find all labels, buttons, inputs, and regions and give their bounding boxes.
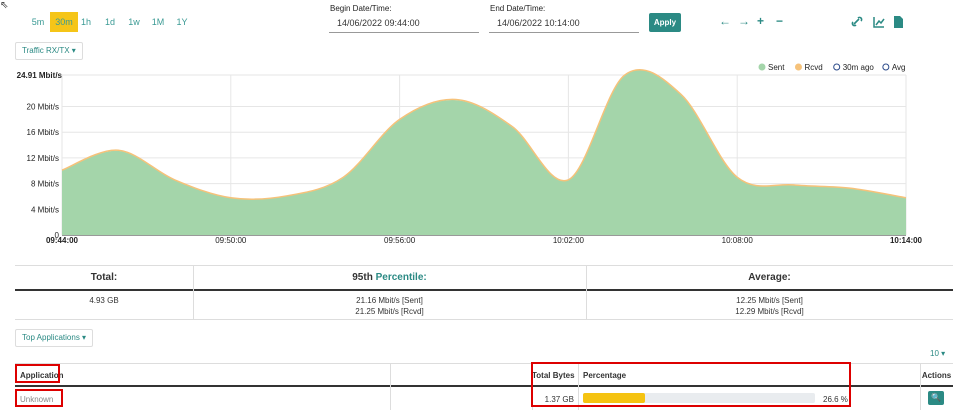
end-input[interactable]: 14/06/2022 10:14:00 (489, 15, 639, 33)
apply-button[interactable]: Apply (649, 13, 681, 32)
x-tick-label: 10:08:00 (722, 236, 754, 245)
y-tick-label: 24.91 Mbit/s (17, 71, 63, 80)
chart: 0 4 Mbit/s 8 Mbit/s 12 Mbit/s 16 Mbit/s 20 Mb… (17, 63, 923, 245)
chart-selector[interactable]: Traffic RX/TX ▾ (15, 42, 83, 60)
percentile-rcvd: 21.25 Mbit/s [Rcvd] (355, 307, 424, 316)
summary-table: Total: 95th Percentile: Average: 4.93 GB… (15, 265, 953, 320)
total-value: 4.93 GB (89, 296, 119, 305)
header-total-bytes: Total Bytes (532, 371, 575, 380)
percentile-header: 95th Percentile: (193, 272, 586, 283)
col-sep (390, 364, 391, 410)
tool-icons (851, 16, 903, 28)
page-size[interactable]: 10 ▾ (930, 349, 946, 358)
y-tick-label: 4 Mbit/s (31, 205, 59, 214)
link-icon[interactable] (851, 16, 863, 27)
x-tick-label: 10:14:00 (890, 236, 923, 245)
y-tick-label: 20 Mbit/s (27, 103, 59, 112)
apps-table: Application Total Bytes Percentage Actio… (15, 363, 953, 410)
legend-label: 30m ago (843, 63, 875, 72)
nav-button[interactable]: − (776, 14, 784, 28)
col-sep (586, 266, 587, 319)
apps-rule (15, 385, 953, 387)
end-label: End Date/Time: (490, 4, 546, 13)
percentage-label: 26.6 % (823, 395, 848, 404)
range-button[interactable]: 5m (31, 17, 45, 27)
percentile-word: Percentile: (375, 272, 427, 283)
legend-label: Rcvd (804, 63, 822, 72)
chart-icon[interactable] (873, 17, 885, 28)
header-percentage: Percentage (583, 371, 627, 380)
x-tick-label: 10:02:00 (553, 236, 585, 245)
range-button[interactable]: 1w (128, 17, 140, 27)
col-sep (578, 364, 579, 410)
range-button[interactable]: 1M (151, 17, 165, 27)
begin-label: Begin Date/Time: (330, 4, 392, 13)
area (62, 69, 906, 236)
average-header: Average: (748, 272, 791, 283)
legend-marker (758, 63, 766, 71)
y-tick-label: 12 Mbit/s (27, 154, 59, 163)
page-size-value: 10 (930, 349, 939, 358)
y-tick-label: 16 Mbit/s (27, 128, 59, 137)
col-sep (193, 266, 194, 319)
percentage-bar (583, 393, 645, 403)
app-bytes: 1.37 GB (544, 395, 574, 404)
highlight-box (15, 364, 60, 383)
legend-marker (882, 63, 890, 71)
average-sent: 12.25 Mbit/s [Sent] (736, 296, 803, 305)
y-tick-label: 8 Mbit/s (31, 180, 59, 189)
range-button[interactable]: 30m (50, 12, 78, 32)
action-button[interactable]: 🔍 (928, 391, 944, 405)
x-tick-label: 09:56:00 (384, 236, 416, 245)
chart-selector-label: Traffic RX/TX (22, 46, 70, 55)
nav-button[interactable]: → (738, 14, 750, 28)
header-application: Application (20, 371, 64, 380)
nav-button[interactable]: ← (719, 14, 731, 28)
percentile-sent: 21.16 Mbit/s [Sent] (356, 296, 423, 305)
average-rcvd: 12.29 Mbit/s [Rcvd] (735, 307, 804, 316)
summary-rule (15, 289, 953, 291)
x-tick-label: 09:50:00 (215, 236, 247, 245)
highlight-box (531, 362, 851, 407)
legend-label: Avg (892, 63, 906, 72)
range-button[interactable]: 1h (80, 17, 91, 27)
percentage-track (583, 393, 815, 403)
header-actions: Actions (921, 371, 952, 380)
line (61, 69, 907, 200)
range-button[interactable]: 1Y (176, 17, 188, 27)
legend-marker (833, 63, 841, 71)
begin-input[interactable]: 14/06/2022 09:44:00 (329, 15, 479, 33)
cursor: ⇖ (0, 0, 9, 11)
x-tick-label: 09:44:00 (46, 236, 79, 245)
apps-selector[interactable]: Top Applications ▾ (15, 329, 94, 347)
apps-selector-label: Top Applications (22, 333, 80, 342)
highlight-box (15, 389, 63, 407)
y-tick-label: 0 (55, 231, 60, 240)
range-button[interactable]: 1d (104, 17, 115, 27)
legend-label: Sent (768, 63, 785, 72)
nav-button[interactable]: + (757, 14, 765, 28)
app-name[interactable]: Unknown (20, 395, 54, 404)
legend-marker (794, 63, 802, 71)
total-header: Total: (90, 272, 118, 283)
col-sep (920, 364, 921, 410)
percentile-prefix: 95th (352, 272, 373, 283)
doc-icon[interactable] (894, 16, 903, 28)
